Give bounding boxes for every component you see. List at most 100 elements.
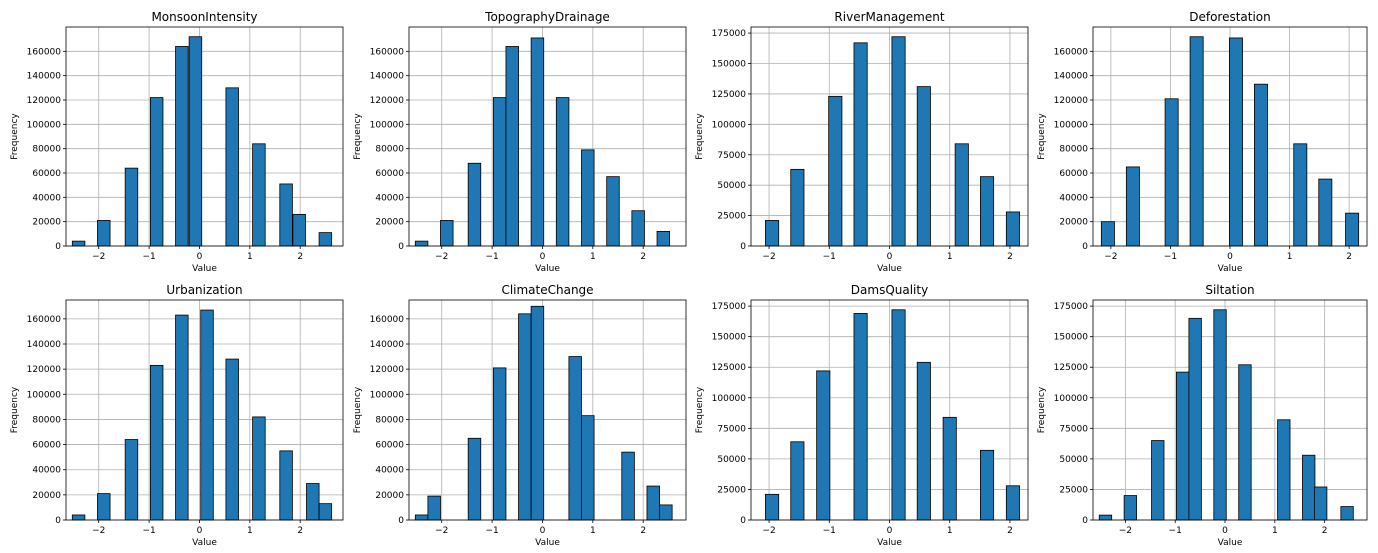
- chart-title: Urbanization: [166, 283, 242, 297]
- y-tick-label: 40000: [375, 193, 404, 203]
- x-axis-label: Value: [192, 264, 217, 274]
- x-tick-label: 1: [947, 526, 953, 536]
- histogram-bar: [252, 416, 266, 521]
- y-tick-label: 175000: [1054, 302, 1089, 312]
- y-tick-label: 0: [740, 516, 746, 526]
- histogram-bar: [124, 167, 139, 247]
- histogram-bar: [765, 220, 780, 247]
- monsoon-intensity-bars: [71, 36, 333, 247]
- axes-frame: [65, 299, 344, 521]
- histogram-bar: [225, 87, 239, 247]
- x-tick-label: 2: [1346, 252, 1352, 262]
- histogram-bar: [891, 36, 906, 247]
- histogram-bar: [659, 504, 673, 521]
- histogram-bar: [414, 514, 429, 521]
- y-tick-label: 20000: [1059, 218, 1088, 228]
- monsoon-intensity-gridlines: [66, 27, 343, 247]
- x-tick-label: 0: [887, 526, 893, 536]
- x-axis-label: Value: [535, 264, 560, 274]
- x-tick-label: 1: [947, 252, 953, 262]
- y-tick-label: 25000: [717, 212, 746, 222]
- histogram-bar: [175, 314, 189, 521]
- y-tick-label: 140000: [27, 340, 62, 350]
- x-tick-label: −2: [435, 526, 448, 536]
- x-tick-label: 1: [1272, 526, 1278, 536]
- x-tick-label: 1: [247, 252, 253, 262]
- y-axis-label: Frequency: [695, 386, 705, 433]
- histogram-bar: [1176, 371, 1190, 521]
- histogram-bar: [1125, 166, 1140, 247]
- deforestation-panel: −2 −1 0 1 2 0 20000 40000 60000 80000 100000 120000…: [1037, 10, 1368, 274]
- x-axis-label: Value: [877, 538, 902, 548]
- y-tick-label: 160000: [27, 47, 62, 57]
- histogram-bar: [440, 220, 454, 247]
- y-tick-label: 40000: [1059, 193, 1088, 203]
- histogram-bar: [175, 46, 189, 247]
- histogram-bar: [518, 313, 532, 521]
- x-axis-label: Value: [535, 538, 560, 548]
- chart-title: DamsQuality: [851, 283, 928, 297]
- x-tick-label: −2: [435, 252, 448, 262]
- y-tick-label: 140000: [370, 340, 405, 350]
- chart-title: ClimateChange: [501, 283, 593, 297]
- y-tick-label: 40000: [32, 193, 61, 203]
- histogram-bar: [530, 37, 545, 247]
- y-tick-label: 100000: [27, 390, 62, 400]
- y-tick-label: 80000: [375, 415, 404, 425]
- histogram-bar: [1100, 221, 1115, 247]
- x-tick-label: −2: [762, 252, 775, 262]
- histogram-bar: [505, 46, 519, 247]
- y-tick-label: 100000: [370, 390, 405, 400]
- x-tick-label: 0: [540, 252, 546, 262]
- y-tick-label: 120000: [1054, 96, 1089, 106]
- y-tick-label: 120000: [27, 365, 62, 375]
- river-management-panel: −2 −1 0 1 2 0 25000 50000 75000 100000 125000 15000…: [695, 10, 1029, 274]
- y-tick-label: 125000: [712, 363, 747, 373]
- histogram-bar: [1005, 485, 1020, 521]
- y-tick-label: 0: [398, 516, 404, 526]
- x-tick-label: −1: [142, 526, 155, 536]
- monsoon-intensity-panel: −2 −1 0 1 2 0 20000 40000 60000 80000 100000 120000…: [10, 10, 344, 274]
- histogram-bar: [318, 503, 333, 521]
- y-tick-label: 80000: [32, 415, 61, 425]
- y-axis-label: Frequency: [695, 113, 705, 160]
- x-tick-label: −1: [823, 526, 836, 536]
- siltation-bars: [1098, 309, 1354, 521]
- x-tick-label: 1: [590, 252, 596, 262]
- histogram-bar: [97, 220, 111, 247]
- y-tick-label: 20000: [32, 218, 61, 228]
- histogram-bar: [124, 439, 139, 521]
- x-tick-label: −1: [485, 526, 498, 536]
- histogram-bar: [1213, 309, 1227, 521]
- histogram-bar: [942, 416, 957, 521]
- y-tick-label: 80000: [375, 145, 404, 155]
- siltation-panel: −2 −1 0 1 2 0 25000 50000 75000 100000 125000 15000…: [1037, 283, 1368, 548]
- histogram-bar: [816, 370, 831, 521]
- histogram-bar: [1302, 454, 1316, 521]
- chart-title: MonsoonIntensity: [151, 10, 257, 24]
- histogram-bar: [581, 415, 595, 521]
- histogram-bar: [1164, 98, 1179, 247]
- histogram-bar: [279, 183, 293, 247]
- x-tick-label: 2: [297, 526, 303, 536]
- x-axis-label: Value: [1218, 264, 1243, 274]
- histogram-bar: [188, 36, 203, 247]
- histogram-bar: [467, 437, 482, 521]
- y-tick-label: 50000: [1059, 455, 1088, 465]
- x-tick-label: −1: [142, 252, 155, 262]
- y-tick-label: 20000: [375, 218, 404, 228]
- x-tick-label: 0: [887, 252, 893, 262]
- y-axis-label: Frequency: [353, 113, 363, 160]
- y-tick-label: 125000: [1054, 363, 1089, 373]
- chart-title: TopographyDrainage: [484, 10, 610, 24]
- x-tick-label: 2: [640, 526, 646, 536]
- y-tick-label: 60000: [1059, 169, 1088, 179]
- y-tick-label: 75000: [717, 424, 746, 434]
- x-tick-label: 1: [1287, 252, 1293, 262]
- histogram-bar: [656, 230, 671, 247]
- y-tick-label: 100000: [1054, 120, 1089, 130]
- y-tick-label: 50000: [717, 455, 746, 465]
- urbanization-panel: −2 −1 0 1 2 0 20000 40000 60000 80000 100000 120000…: [10, 283, 344, 548]
- y-tick-label: 100000: [27, 120, 62, 130]
